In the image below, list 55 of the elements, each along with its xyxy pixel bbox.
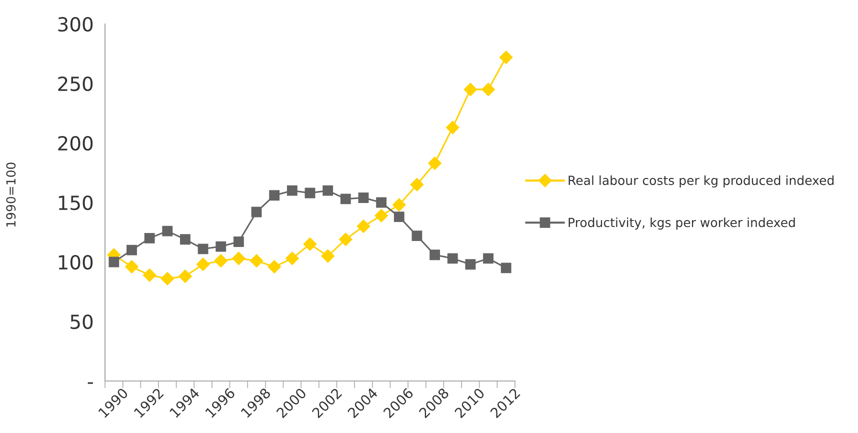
y-axis-title: 1990=100 <box>6 162 16 227</box>
point <box>250 254 264 268</box>
point <box>180 234 190 245</box>
point <box>268 260 281 274</box>
point <box>286 185 298 196</box>
point <box>269 190 280 201</box>
point <box>233 236 244 247</box>
point <box>482 82 495 96</box>
point <box>483 253 494 264</box>
y-tick-label: - <box>88 382 93 384</box>
point <box>142 268 156 282</box>
point <box>340 194 351 204</box>
point <box>464 82 478 96</box>
point <box>125 260 138 274</box>
point <box>356 220 370 233</box>
point <box>465 259 476 270</box>
y-tick-label: 100 <box>58 254 93 270</box>
point <box>376 197 387 208</box>
legend-label: Productivity, kgs per worker indexed <box>568 218 795 230</box>
y-tick-label: 150 <box>58 195 93 210</box>
point <box>232 252 246 266</box>
point <box>214 254 228 268</box>
point <box>428 156 442 170</box>
y-tick-label: 300 <box>58 16 93 32</box>
y-tick-label: 200 <box>58 136 93 151</box>
point <box>196 258 210 271</box>
point <box>500 262 512 274</box>
point <box>500 50 513 64</box>
point <box>446 120 460 134</box>
point <box>108 256 120 268</box>
y-tick-label: 50 <box>70 314 93 330</box>
point <box>321 249 334 263</box>
point <box>144 232 155 244</box>
point <box>412 230 422 242</box>
y-tick-label: 250 <box>58 76 93 92</box>
point <box>322 185 334 196</box>
point <box>394 212 404 222</box>
point <box>303 238 317 251</box>
point <box>339 232 352 246</box>
point <box>160 272 174 286</box>
legend-label: Real labour costs per kg produced indexed <box>568 175 834 188</box>
point <box>178 270 192 283</box>
point <box>374 209 388 222</box>
point <box>392 198 406 212</box>
point <box>126 244 137 256</box>
point <box>430 250 440 260</box>
point <box>358 192 369 203</box>
point <box>304 188 316 198</box>
point <box>286 252 299 266</box>
point <box>162 226 173 236</box>
point <box>198 244 208 254</box>
point <box>251 206 262 218</box>
point <box>447 253 458 264</box>
point <box>216 241 226 252</box>
point <box>410 178 424 192</box>
